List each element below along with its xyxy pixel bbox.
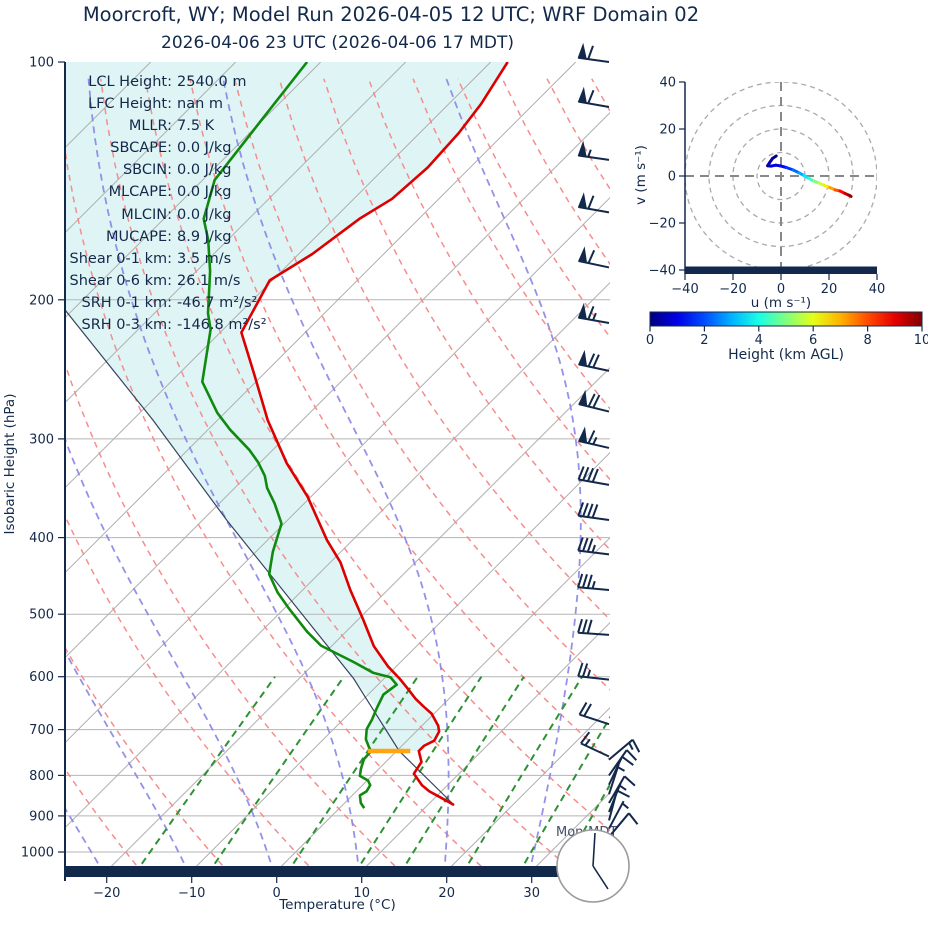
- stat-label: LFC Height:: [88, 96, 172, 113]
- svg-text:20: 20: [821, 282, 838, 297]
- stat-value: 8.9 J/kg: [177, 228, 232, 245]
- svg-text:100: 100: [29, 56, 54, 71]
- svg-text:0: 0: [273, 886, 281, 901]
- stat-row: Shear 0-1 km: 3.5 m/s: [62, 248, 267, 270]
- stat-value: 7.5 K: [177, 118, 215, 135]
- svg-text:30: 30: [523, 886, 540, 901]
- svg-text:−10: −10: [178, 886, 205, 901]
- stat-row: SRH 0-1 km: -46.7 m²/s²: [62, 292, 267, 314]
- svg-text:0: 0: [646, 333, 654, 348]
- hodograph-x-label: u (m s⁻¹): [750, 295, 812, 311]
- stat-value: nan m: [177, 96, 223, 113]
- svg-text:10: 10: [914, 333, 928, 348]
- stat-row: SRH 0-3 km: -146.8 m²/s²: [62, 314, 267, 336]
- svg-text:20: 20: [438, 886, 455, 901]
- stat-value: 0.0 J/kg: [177, 140, 232, 157]
- clock-icon: [556, 829, 630, 903]
- svg-text:−40: −40: [671, 282, 698, 297]
- skewt-profiles: [65, 62, 509, 809]
- stat-label: MUCAPE:: [106, 228, 172, 245]
- svg-text:200: 200: [29, 293, 54, 308]
- stat-value: 0.0 J/kg: [177, 162, 232, 179]
- skewt-background: [65, 62, 610, 871]
- figure-title: Moorcroft, WY; Model Run 2026-04-05 12 U…: [82, 3, 700, 26]
- svg-text:40: 40: [869, 282, 886, 297]
- svg-text:900: 900: [29, 809, 54, 824]
- colorbar-label: Height (km AGL): [728, 347, 844, 363]
- stat-label: SBCIN:: [122, 162, 172, 179]
- stat-label: SRH 0-3 km:: [81, 317, 173, 334]
- stat-value: -146.8 m²/s²: [177, 317, 267, 334]
- stat-label: MLCIN:: [121, 206, 172, 223]
- svg-text:20: 20: [659, 123, 676, 138]
- x-axis-label: Temperature (°C): [279, 897, 396, 913]
- stat-row: MLLR: 7.5 K: [62, 115, 267, 137]
- plot-subtitle: 2026-04-06 23 UTC (2026-04-06 17 MDT): [161, 33, 514, 53]
- stat-label: MLCAPE:: [108, 184, 172, 201]
- stat-label: MLLR:: [128, 118, 172, 135]
- stat-value: 2540.0 m: [177, 74, 247, 90]
- stat-row: SBCIN: 0.0 J/kg: [62, 159, 267, 181]
- svg-text:10: 10: [353, 886, 370, 901]
- skewt-axes: 100 200 300 400 500 600 700 800 900 1000 −20 −10 0 10…: [21, 56, 612, 901]
- stat-row: LFC Height: nan m: [62, 93, 267, 115]
- stat-row: SBCAPE: 0.0 J/kg: [62, 137, 267, 159]
- svg-text:1000: 1000: [21, 846, 54, 861]
- stat-row: MLCAPE: 0.0 J/kg: [62, 181, 267, 203]
- svg-text:40: 40: [659, 76, 676, 91]
- svg-text:400: 400: [29, 531, 54, 546]
- svg-text:6: 6: [809, 333, 817, 348]
- svg-text:800: 800: [29, 769, 54, 784]
- svg-text:−20: −20: [719, 282, 746, 297]
- svg-text:−20: −20: [93, 886, 120, 901]
- stat-value: 0.0 J/kg: [177, 206, 232, 223]
- stats-panel: LCL Height: 2540.0 m LFC Height: nan m MLL…: [62, 71, 267, 336]
- stat-row: Shear 0-6 km: 26.1 m/s: [62, 270, 267, 292]
- stat-value: 3.5 m/s: [177, 250, 232, 267]
- stat-label: SRH 0-1 km:: [81, 294, 173, 311]
- stat-value: 0.0 J/kg: [177, 184, 232, 201]
- svg-text:0: 0: [668, 170, 676, 185]
- svg-text:−20: −20: [649, 217, 676, 232]
- wind-barbs: [577, 42, 641, 874]
- stat-label: Shear 0-6 km:: [69, 272, 172, 289]
- hodograph-inset: −40 −20 0 20 40 40 20 0 −20 −40: [649, 76, 886, 298]
- stat-label: LCL Height:: [88, 74, 172, 90]
- stat-label: SBCAPE:: [110, 140, 172, 157]
- stat-label: Shear 0-1 km:: [69, 250, 172, 267]
- y-axis-label: Isobaric Height (hPa): [2, 393, 18, 535]
- svg-text:−40: −40: [649, 264, 676, 279]
- svg-text:300: 300: [29, 432, 54, 447]
- height-colorbar: 0 2 4 6 8 10: [646, 311, 928, 348]
- svg-text:500: 500: [29, 608, 54, 623]
- stat-value: -46.7 m²/s²: [177, 294, 258, 311]
- svg-text:0: 0: [777, 282, 785, 297]
- svg-text:700: 700: [29, 723, 54, 738]
- stat-value: 26.1 m/s: [177, 272, 241, 289]
- hodograph-y-label: v (m s⁻¹): [633, 145, 649, 205]
- stat-row: MUCAPE: 8.9 J/kg: [62, 226, 267, 248]
- svg-text:4: 4: [755, 333, 763, 348]
- svg-text:600: 600: [29, 670, 54, 685]
- svg-text:2: 2: [700, 333, 708, 348]
- stat-row: MLCIN: 0.0 J/kg: [62, 204, 267, 226]
- svg-text:8: 8: [863, 333, 871, 348]
- stat-row: LCL Height: 2540.0 m: [62, 71, 267, 93]
